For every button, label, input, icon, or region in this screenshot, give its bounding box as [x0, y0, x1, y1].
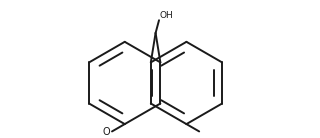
- Text: OH: OH: [160, 10, 173, 19]
- Text: O: O: [103, 127, 110, 137]
